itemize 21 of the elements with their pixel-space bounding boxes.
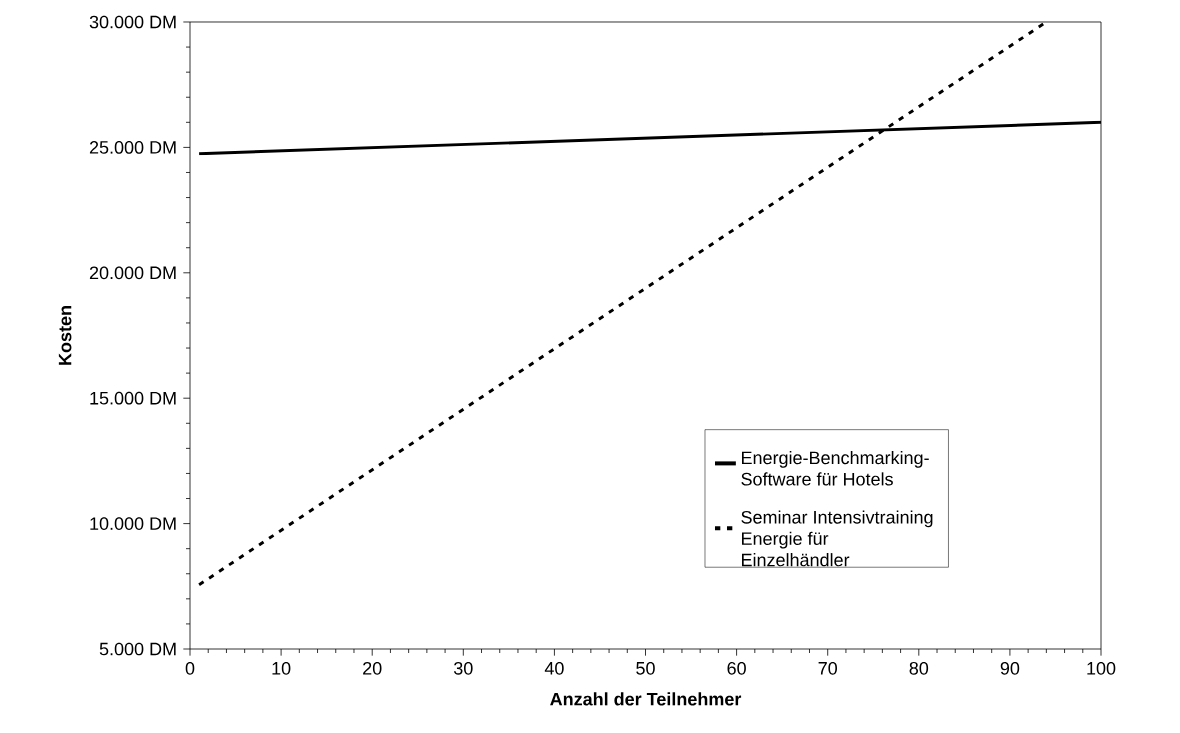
x-tick-label: 20	[363, 661, 382, 675]
y-axis-title: Kosten	[58, 306, 72, 365]
x-tick-label: 60	[727, 661, 746, 675]
y-tick-label: 30.000 DM	[89, 15, 176, 29]
x-tick-label: 50	[636, 661, 655, 675]
x-tick-label: 70	[818, 661, 838, 675]
x-tick-label: 40	[544, 661, 564, 675]
x-axis-title: Anzahl der Teilnehmer	[550, 692, 742, 706]
x-tick-label: 90	[1000, 661, 1020, 675]
legend-label: Seminar Intensivtraining Energie für Einzelhändler	[741, 510, 933, 567]
legend-label: Energie-Benchmarking-Software für Hotels	[741, 451, 929, 486]
x-tick-label: 80	[909, 661, 929, 675]
x-tick-label: 30	[453, 661, 473, 675]
y-tick-label: 20.000 DM	[89, 266, 176, 280]
y-tick-label: 5.000 DM	[99, 642, 176, 656]
y-tick-label: 25.000 DM	[89, 141, 176, 154]
x-tick-label: 0	[185, 661, 195, 675]
y-tick-label: 10.000 DM	[90, 517, 176, 530]
x-tick-label: 10	[272, 661, 291, 675]
x-tick-label: 100	[1087, 661, 1116, 675]
y-tick-label: 15.000 DM	[90, 391, 176, 405]
